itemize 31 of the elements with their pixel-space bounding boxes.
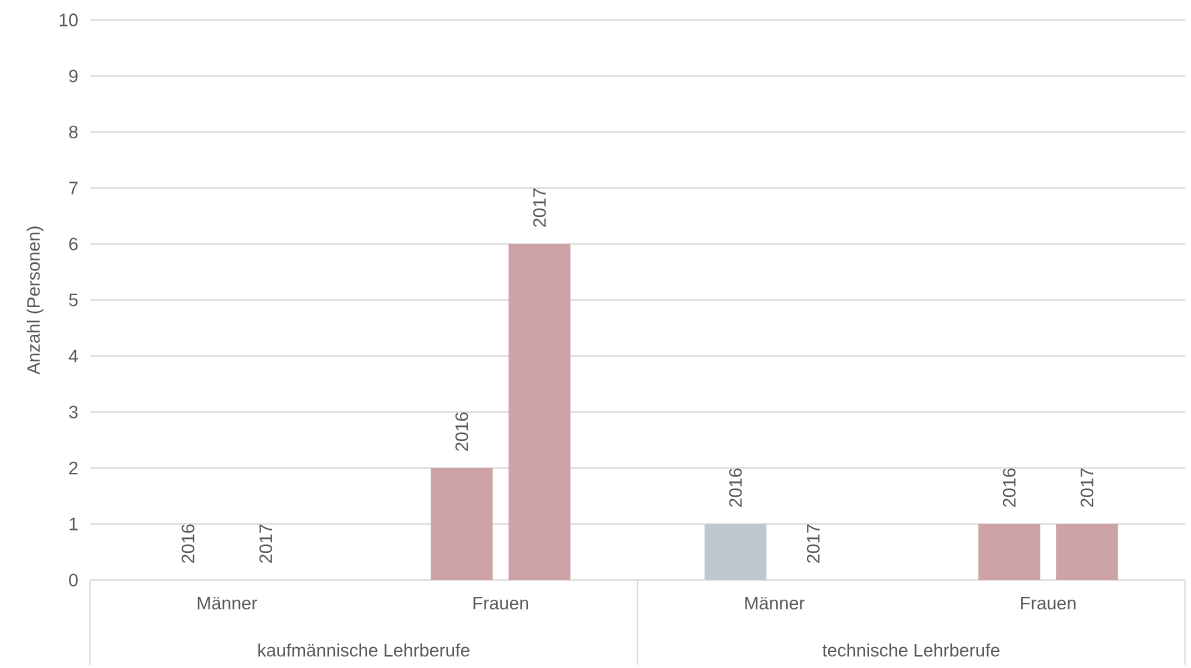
bar [978, 524, 1041, 580]
text: 2016 [1002, 468, 1016, 507]
text: 2017 [533, 188, 546, 227]
y-tick-label: 10 [59, 13, 78, 27]
y-tick-label: 3 [69, 405, 78, 419]
text: 2017 [806, 524, 820, 563]
y-tick-label: 8 [69, 125, 78, 139]
y-tick-label: 1 [69, 517, 78, 531]
y-tick-label: 9 [69, 69, 78, 83]
bar [704, 524, 767, 580]
text: 2016 [181, 524, 195, 563]
text: 2016 [729, 468, 742, 507]
bar [508, 244, 571, 580]
text: technische Lehrberufe [822, 643, 1000, 657]
x-tick-label: Männer [745, 596, 805, 610]
y-tick-label: 7 [69, 181, 78, 195]
x-tick-label: Frauen [1021, 596, 1076, 610]
text: kaufmännische Lehrberufe [258, 643, 470, 657]
bar [1056, 524, 1118, 580]
text: 2017 [1080, 468, 1094, 507]
y-tick-label: 0 [69, 573, 78, 587]
text: 2016 [455, 412, 469, 451]
x-tick-label: Frauen [473, 596, 528, 610]
text: 2017 [259, 524, 273, 563]
y-tick-label: 4 [68, 349, 78, 363]
bar [430, 468, 493, 580]
y-tick-label: 5 [69, 293, 78, 307]
y-tick-label: 2 [69, 461, 78, 475]
y-axis-title: Anzahl (Personen) [26, 226, 44, 375]
y-tick-label: 6 [69, 237, 78, 251]
x-tick-label: Männer [197, 596, 258, 610]
